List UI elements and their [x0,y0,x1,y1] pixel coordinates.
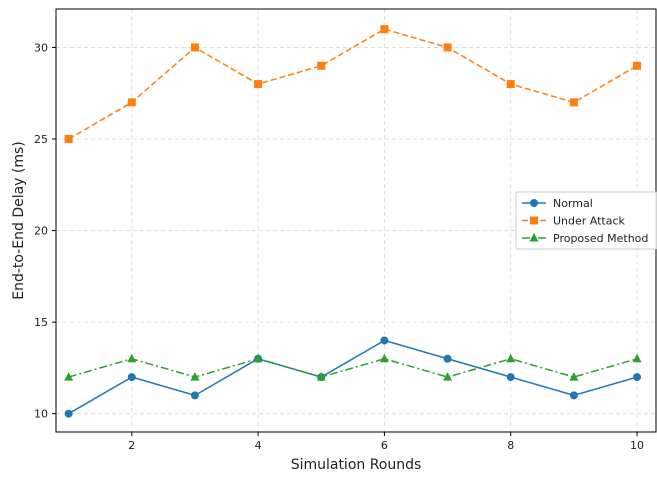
data-point [127,373,136,382]
series-line [68,339,638,415]
legend-marker [529,233,539,242]
series-layer [64,25,642,418]
x-tick-label: 4 [255,439,262,452]
series-normal [64,336,642,418]
data-point [443,372,453,381]
legend-marker [530,216,538,225]
data-point [127,98,136,107]
data-point [632,353,642,363]
data-point [506,373,515,382]
y-tick-label: 25 [34,133,48,146]
y-tick-label: 20 [34,225,48,238]
data-point [569,391,578,400]
data-point [253,353,263,363]
legend-box [515,191,657,250]
legend: Normal Under Attack Proposed Method [515,191,657,250]
x-tick-label: 10 [630,439,644,452]
data-point [316,372,326,381]
legend-label: Under Attack [553,215,626,228]
data-point [443,43,452,52]
series-line [68,28,638,140]
data-point [443,354,452,363]
y-tick-label: 10 [34,408,48,421]
data-point [506,353,516,363]
y-axis-ticks: 10 15 20 25 30 [34,41,56,421]
series-proposed-method [64,353,642,381]
data-point [379,353,389,363]
data-point [254,80,263,89]
data-point [64,409,73,418]
x-axis-ticks: 2 4 6 8 10 [128,432,644,452]
data-point [190,391,199,400]
data-point [569,372,579,381]
x-tick-label: 6 [381,439,388,452]
series-line [68,357,638,378]
x-tick-label: 8 [507,439,514,452]
x-tick-label: 2 [128,439,135,452]
data-point [633,373,642,382]
series-under-attack [64,25,642,144]
data-point [190,43,199,52]
data-point [569,98,578,107]
data-point [506,80,515,89]
data-point [64,372,74,381]
data-point [380,25,389,34]
data-point [633,61,642,70]
y-tick-label: 15 [34,316,48,329]
legend-label: Proposed Method [553,232,648,245]
legend-entry: Proposed Method [522,232,648,245]
legend-marker [530,199,538,207]
x-axis-label: Simulation Rounds [291,457,422,473]
data-point [317,61,326,70]
y-tick-label: 30 [34,41,48,54]
legend-entry: Under Attack [522,215,626,228]
y-axis-label: End-to-End Delay (ms) [11,141,27,300]
data-point [190,372,200,381]
legend-label: Normal [553,197,593,210]
data-point [64,135,73,144]
data-point [127,353,137,363]
legend-entry: Normal [522,197,593,210]
data-point [380,336,389,345]
